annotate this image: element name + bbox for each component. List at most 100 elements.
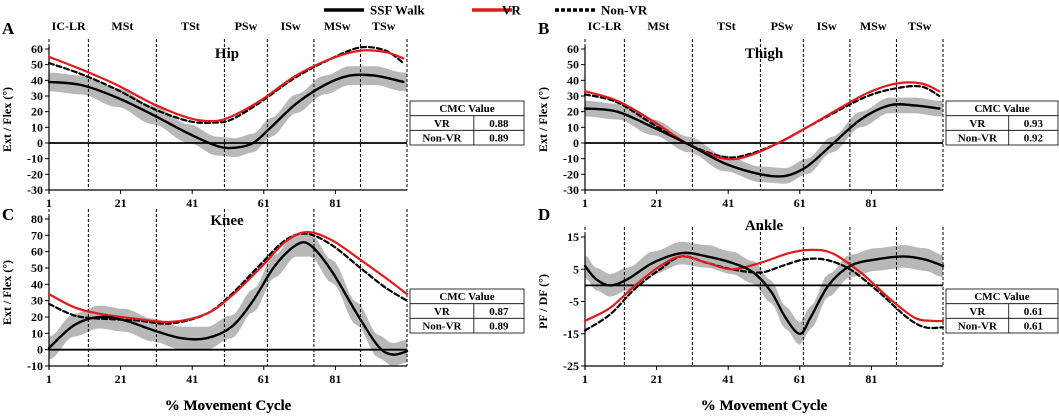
x-tick-label: 1 (582, 196, 588, 210)
y-tick-label: 15 (567, 230, 579, 244)
panel-title: Knee (210, 213, 244, 229)
cmc-row-label: VR (969, 306, 986, 318)
panel-title: Thigh (745, 46, 784, 62)
x-tick-label: 61 (258, 196, 270, 210)
series-line-nonvr (47, 232, 409, 325)
x-axis-label: % Movement Cycle (165, 398, 292, 414)
series-line-ssf (583, 103, 941, 178)
cmc-row-value: 0.93 (1024, 118, 1044, 130)
y-tick-label: 30 (31, 89, 43, 103)
series-line-nonvr (583, 255, 945, 332)
panel-title: Hip (215, 46, 239, 62)
cmc-table-border (409, 288, 525, 334)
panel-C: C -10 0 10 20 30 40 50 60 70 80 1 21 41 61 81 Knee Ext / … (0, 205, 525, 414)
y-tick-label: -15 (563, 327, 579, 341)
y-tick-label: 50 (567, 58, 579, 72)
cmc-header: CMC Value (974, 291, 1029, 303)
cmc-row-label: Non-VR (958, 133, 998, 145)
cmc-table-border (945, 100, 1059, 146)
y-tick-label: 10 (31, 326, 43, 340)
y-axis-label: PF / DF (°) (536, 274, 550, 329)
x-tick-label: 41 (722, 196, 734, 210)
x-tick-label: 61 (794, 196, 806, 210)
series-line-vr (583, 81, 941, 161)
y-tick-label: 40 (31, 73, 43, 87)
cmc-row-value: 0.61 (1024, 321, 1043, 333)
cmc-row-label: VR (969, 118, 986, 130)
y-tick-label: 30 (567, 89, 579, 103)
cmc-row-label: VR (434, 118, 451, 130)
panel-title: Ankle (745, 218, 784, 234)
y-tick-label: 60 (31, 245, 43, 259)
x-tick-label: 41 (722, 372, 734, 386)
ssf-variability-band (585, 97, 943, 184)
panel-letter: C (2, 205, 14, 224)
series-line-vr (47, 230, 409, 324)
x-tick-label: 1 (46, 196, 52, 210)
y-tick-label: 0 (37, 136, 43, 150)
phase-label: IC-LR (52, 19, 86, 33)
y-tick-label: 60 (31, 42, 43, 56)
x-axis-label: % Movement Cycle (165, 398, 292, 414)
legend-label-1: VR (502, 3, 521, 18)
y-tick-label: 80 (31, 212, 43, 226)
y-tick-label: 5 (573, 262, 579, 276)
phase-label: ISw (281, 19, 301, 33)
phase-label: IC-LR (588, 19, 622, 33)
series-line-ssf (583, 251, 945, 335)
y-tick-label: -5 (569, 295, 579, 309)
panel-letter: A (2, 19, 15, 38)
phase-label: TSw (908, 19, 932, 33)
x-tick-label: 21 (651, 372, 663, 386)
series-line-ssf (47, 240, 409, 356)
panel-D: D -25 -15 -5 5 15 1 21 41 61 81 Ankle PF / DF (°) % M… (536, 205, 1059, 414)
cmc-table: CMC Value VR 0.88 Non-VR 0.89 (409, 100, 525, 146)
x-tick-label: 81 (865, 196, 877, 210)
series-line-ssf (47, 73, 405, 150)
series-line-vr (47, 49, 405, 123)
ssf-variability-band (49, 233, 407, 366)
x-tick-label: 61 (258, 372, 270, 386)
y-tick-label: 10 (567, 120, 579, 134)
x-tick-label: 21 (651, 196, 663, 210)
phase-label: TSt (181, 19, 200, 33)
x-tick-label: 1 (46, 372, 52, 386)
y-tick-label: 30 (31, 294, 43, 308)
x-axis-label: % Movement Cycle (701, 398, 828, 414)
y-tick-label: 60 (567, 42, 579, 56)
y-tick-label: 40 (31, 277, 43, 291)
y-axis-label: Ext / Flex (°) (0, 87, 14, 152)
cmc-header: CMC Value (439, 291, 494, 303)
cmc-table-border (409, 100, 525, 146)
legend-label-2: Non-VR (601, 3, 648, 18)
y-tick-label: -10 (563, 152, 579, 166)
cmc-row-label: VR (434, 306, 451, 318)
x-tick-label: 21 (115, 372, 127, 386)
x-axis-label: % Movement Cycle (701, 398, 828, 414)
cmc-row-value: 0.89 (489, 133, 509, 145)
y-tick-label: -30 (563, 183, 579, 197)
cmc-row-value: 0.89 (489, 321, 509, 333)
cmc-row-value: 0.61 (1024, 306, 1043, 318)
phase-label: TSt (717, 19, 736, 33)
x-tick-label: 81 (865, 372, 877, 386)
x-tick-label: 21 (115, 196, 127, 210)
x-tick-label: 41 (186, 196, 198, 210)
y-tick-label: -10 (27, 359, 43, 373)
y-tick-label: -20 (563, 167, 579, 181)
y-tick-label: 20 (567, 105, 579, 119)
y-tick-label: 50 (31, 261, 43, 275)
y-tick-label: 0 (573, 136, 579, 150)
cmc-row-value: 0.92 (1024, 133, 1044, 145)
cmc-row-label: Non-VR (422, 321, 462, 333)
y-tick-label: 40 (567, 73, 579, 87)
cmc-table: CMC Value VR 0.61 Non-VR 0.61 (945, 288, 1059, 334)
y-tick-label: 0 (37, 343, 43, 357)
y-tick-label: -20 (27, 167, 43, 181)
y-tick-label: -30 (27, 183, 43, 197)
x-tick-label: 81 (329, 372, 341, 386)
y-tick-label: -10 (27, 152, 43, 166)
x-tick-label: 1 (582, 372, 588, 386)
